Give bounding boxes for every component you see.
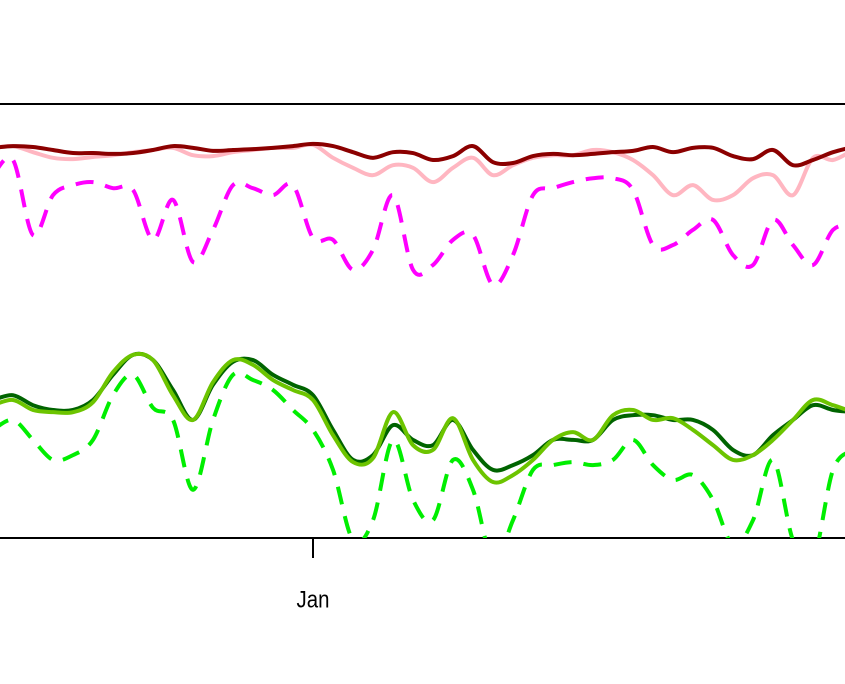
series-line bbox=[0, 141, 845, 168]
series-line bbox=[0, 351, 845, 485]
plot-area bbox=[0, 141, 845, 538]
series-line bbox=[0, 370, 845, 538]
x-tick-label: Jan bbox=[297, 586, 330, 613]
series-line bbox=[0, 155, 845, 288]
